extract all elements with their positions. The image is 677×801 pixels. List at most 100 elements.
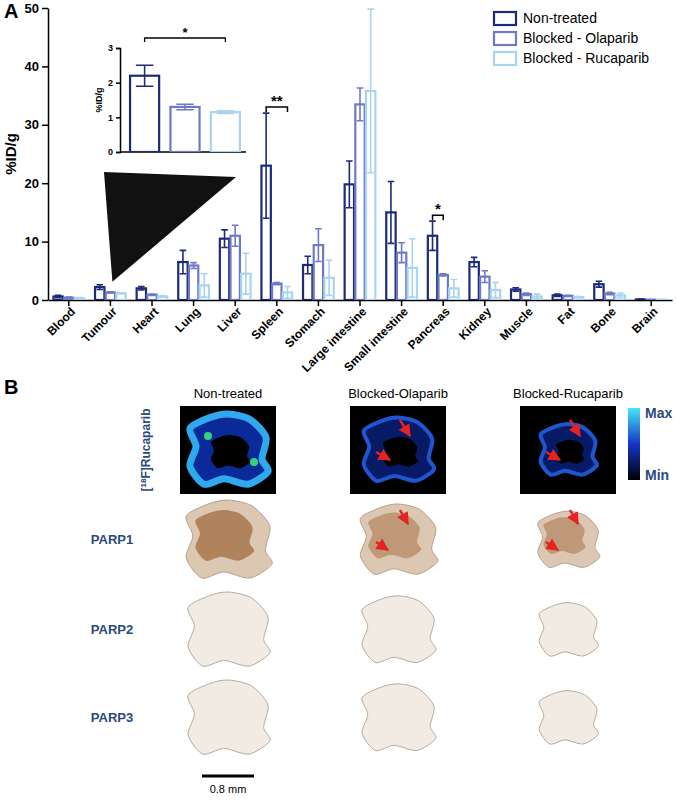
y-tick-label: 10 <box>25 234 39 249</box>
red-arrow <box>570 420 580 436</box>
y-tick: 20 <box>25 176 48 191</box>
y-tick: 0 <box>32 293 48 308</box>
significance-label: ** <box>271 92 283 109</box>
y-axis-line <box>48 9 50 301</box>
error-bar <box>96 285 103 290</box>
bar <box>636 298 645 300</box>
red-arrow <box>400 420 410 436</box>
legend-swatch <box>494 32 516 45</box>
error-bar <box>76 298 83 299</box>
tracer-core <box>556 440 584 464</box>
error-bar <box>523 293 530 295</box>
legend-swatch <box>494 12 516 25</box>
y-tick-mark <box>116 48 120 50</box>
error-bar <box>482 271 489 283</box>
error-bar <box>136 65 153 86</box>
color-bar-label: Min <box>645 467 669 483</box>
error-bar <box>346 161 353 208</box>
error-bar <box>217 111 234 114</box>
x-tick-label: Small intestine <box>341 304 411 374</box>
error-bar <box>367 9 374 173</box>
y-axis: 0123 <box>108 43 121 157</box>
tracer-hotspot <box>250 458 258 466</box>
x-tick: Lung <box>172 300 203 335</box>
x-tick: Bone <box>588 300 619 336</box>
y-tick-label: 0 <box>32 293 39 308</box>
y-axis-line <box>116 49 121 153</box>
red-arrow <box>570 510 578 524</box>
y-tick: 3 <box>108 43 120 53</box>
red-arrow <box>376 452 390 460</box>
error-bar <box>357 88 364 121</box>
parp1-section <box>538 511 600 567</box>
x-tick: Brain <box>629 300 661 336</box>
error-bar <box>180 250 187 273</box>
bar <box>116 293 125 300</box>
legend-item: Blocked - Rucaparib <box>494 50 649 66</box>
x-tick-label: Heart <box>130 305 162 337</box>
parp1-section <box>186 500 272 578</box>
significance-label: * <box>182 25 188 40</box>
error-bar <box>617 293 624 298</box>
x-tick-label: Pancreas <box>405 304 453 352</box>
column-header: Blocked-Olaparib <box>348 386 448 401</box>
error-bar <box>304 256 311 274</box>
bar <box>439 275 448 300</box>
y-axis-title: %ID/g <box>2 133 19 175</box>
x-tick-label: Blood <box>44 305 78 339</box>
y-tick-label: 1 <box>108 113 113 123</box>
x-tick-label: Spleen <box>248 305 286 343</box>
bar <box>130 76 159 152</box>
column-header: Blocked-Rucaparib <box>513 386 623 401</box>
x-tick-label: Brain <box>629 305 661 337</box>
error-bar <box>596 281 603 287</box>
x-tick: Tumour <box>79 300 120 345</box>
autoradiography-image <box>350 406 446 494</box>
x-axis: BloodTumourHeartLungLiverSpleenStomachLa… <box>44 300 672 375</box>
error-bar <box>138 287 145 291</box>
tracer-signal <box>364 418 435 481</box>
plot-area <box>53 9 666 300</box>
legend-label: Blocked - Olaparib <box>523 30 638 46</box>
error-bar <box>55 295 62 297</box>
panel-label: B <box>4 376 18 398</box>
bar <box>657 299 666 300</box>
bar <box>170 107 199 152</box>
error-bar <box>284 287 291 299</box>
x-tick-label: Muscle <box>497 304 536 343</box>
bar <box>574 297 583 300</box>
tracer-core <box>211 435 250 468</box>
inset-y-axis-title: %ID/g <box>94 87 104 112</box>
row-label: [18F]Rucaparib <box>139 409 154 492</box>
error-bar <box>565 295 572 296</box>
inset-wedge <box>104 172 236 282</box>
error-bar <box>243 253 250 294</box>
parp2-section <box>362 596 436 663</box>
error-bar <box>201 274 208 297</box>
error-bar <box>471 257 478 266</box>
figure: AB01020304050%ID/gBloodTumourHeartLungLi… <box>0 0 677 801</box>
y-tick: 40 <box>25 59 48 74</box>
bar <box>147 295 156 300</box>
error-bar <box>637 298 644 300</box>
color-bar <box>628 408 640 480</box>
scale-bar-label: 0.8 mm <box>210 783 247 795</box>
tracer-signal <box>540 424 597 475</box>
y-axis: 01020304050 <box>25 1 49 308</box>
error-bar <box>190 263 197 269</box>
y-tick: 1 <box>108 113 120 123</box>
significance-label: * <box>435 200 441 217</box>
error-bar <box>554 294 561 296</box>
x-tick-label: Lung <box>172 305 203 336</box>
y-tick-mark <box>42 125 48 127</box>
panel-label: A <box>4 0 18 22</box>
x-tick: Fat <box>555 300 578 327</box>
y-tick-mark <box>116 152 120 154</box>
x-tick: Liver <box>214 300 244 335</box>
row-label: PARP2 <box>91 622 133 637</box>
error-bar <box>451 280 458 298</box>
column-header: Non-treated <box>194 386 263 401</box>
x-tick-label: Kidney <box>456 304 494 342</box>
y-tick-label: 0 <box>108 147 113 157</box>
x-tick: Pancreas <box>405 300 453 352</box>
